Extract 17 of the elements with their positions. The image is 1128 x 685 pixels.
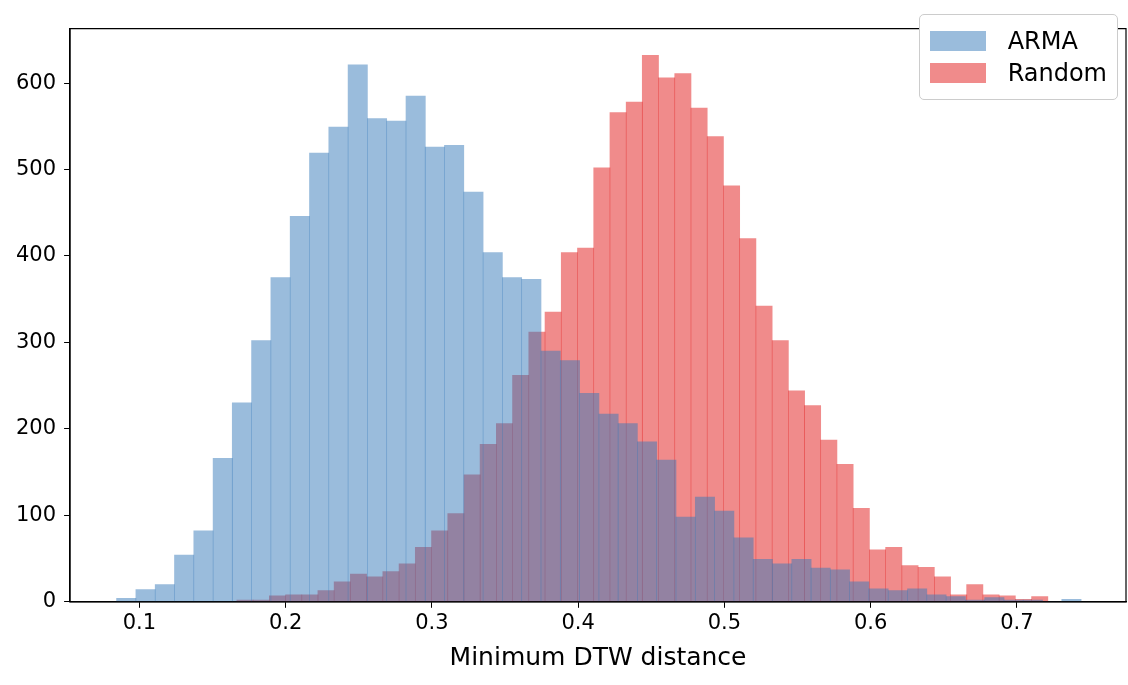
y-tick-label: 200 [15,415,57,440]
x-tick-label: 0.1 [122,609,157,634]
x-tick-label: 0.2 [268,609,303,634]
x-tick-label: 0.4 [561,609,595,634]
legend-label: ARMA [1007,27,1078,55]
y-tick-label: 500 [15,155,57,180]
y-tick-label: 400 [15,242,57,267]
y-tick-label: 600 [15,69,57,94]
x-axis-title: Minimum DTW distance [449,641,747,671]
x-tick-label: 0.7 [1000,609,1034,634]
legend-label: Random [1007,59,1107,87]
y-tick-label: 0 [42,588,57,613]
y-tick-label: 100 [15,501,57,526]
y-tick-label: 300 [15,328,57,353]
x-tick-label: 0.3 [415,609,449,634]
x-tick-label: 0.6 [853,609,888,634]
x-tick-label: 0.5 [707,609,742,634]
